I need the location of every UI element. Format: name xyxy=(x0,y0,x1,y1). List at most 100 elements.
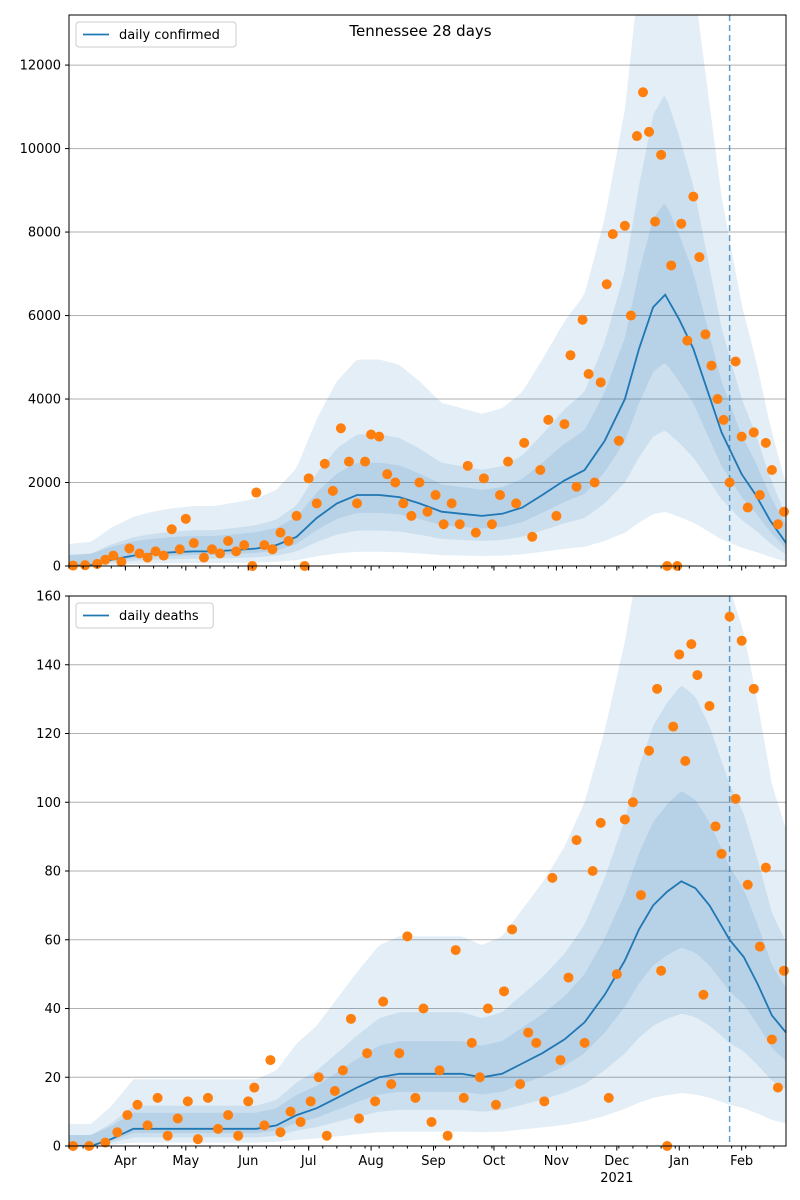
data-point xyxy=(172,1113,183,1124)
x-tick-label: Apr xyxy=(114,1154,137,1169)
data-point xyxy=(223,535,234,546)
data-point xyxy=(442,1130,453,1141)
data-point xyxy=(712,394,723,405)
data-point xyxy=(265,1055,276,1066)
data-point xyxy=(275,527,286,538)
data-point xyxy=(511,498,522,509)
uncertainty-band xyxy=(69,596,786,1146)
data-point xyxy=(589,477,600,488)
data-point xyxy=(152,1092,163,1103)
x-tick-label: Jan xyxy=(668,1154,689,1169)
data-point xyxy=(724,477,735,488)
data-point xyxy=(523,1027,534,1038)
data-point xyxy=(378,996,389,1007)
data-point xyxy=(142,552,153,563)
data-point xyxy=(337,1065,348,1076)
data-point xyxy=(192,1134,203,1145)
data-point xyxy=(676,218,687,229)
data-point xyxy=(313,1072,324,1083)
data-point xyxy=(754,941,765,952)
data-point xyxy=(766,464,777,475)
data-point xyxy=(507,924,518,935)
y-tick-label: 0 xyxy=(53,1140,61,1155)
data-point xyxy=(402,931,413,942)
uncertainty-bands xyxy=(69,596,786,1146)
y-tick-label: 160 xyxy=(36,590,61,605)
y-tick-label: 12000 xyxy=(20,59,61,74)
legend-box xyxy=(75,21,237,48)
data-point xyxy=(233,1130,244,1141)
data-point xyxy=(438,519,449,530)
series-line xyxy=(69,880,786,1146)
data-point xyxy=(182,1096,193,1107)
data-point xyxy=(736,431,747,442)
data-point xyxy=(625,310,636,321)
data-point xyxy=(611,969,622,980)
data-point xyxy=(283,535,294,546)
y-tick-label: 20 xyxy=(44,1071,61,1086)
x-tick-label: Dec xyxy=(604,1154,629,1169)
data-point xyxy=(134,548,145,559)
data-point xyxy=(446,498,457,509)
chart-title: Tennessee 28 days xyxy=(348,22,491,40)
data-point xyxy=(724,611,735,622)
data-point xyxy=(555,1055,566,1066)
data-point xyxy=(692,670,703,681)
data-point xyxy=(100,1137,111,1148)
data-point xyxy=(188,538,199,549)
data-point xyxy=(422,506,433,517)
data-point xyxy=(390,477,401,488)
x-tick-label: Oct xyxy=(483,1154,505,1169)
x-year-label: 2021 xyxy=(600,1171,633,1186)
data-point xyxy=(603,1092,614,1103)
data-point xyxy=(354,1113,365,1124)
data-point xyxy=(742,502,753,513)
data-point xyxy=(772,519,783,530)
data-point xyxy=(174,544,185,555)
observed-points xyxy=(68,611,789,1151)
uncertainty-band xyxy=(69,203,786,566)
data-point xyxy=(466,1037,477,1048)
data-point xyxy=(730,793,741,804)
data-point xyxy=(760,862,771,873)
data-point xyxy=(319,458,330,469)
data-point xyxy=(766,1034,777,1045)
data-point xyxy=(674,649,685,660)
data-point xyxy=(150,546,161,557)
data-point xyxy=(202,1092,213,1103)
data-point xyxy=(601,279,612,290)
uncertainty-bands xyxy=(69,15,786,566)
x-tick-label: Feb xyxy=(730,1154,753,1169)
y-tick-label: 40 xyxy=(44,1002,61,1017)
data-point xyxy=(499,986,510,997)
data-point xyxy=(162,1130,173,1141)
y-tick-label: 6000 xyxy=(28,309,61,324)
legend: daily confirmed xyxy=(75,21,237,48)
data-point xyxy=(571,835,582,846)
data-point xyxy=(490,1099,501,1110)
uncertainty-band xyxy=(69,15,786,566)
data-point xyxy=(486,519,497,530)
data-point xyxy=(206,544,217,555)
deaths-chart: 0 20 40 60 80 100 120 140 160 Apr May Jun Jul Aug Sep O… xyxy=(36,590,789,1186)
data-point xyxy=(736,635,747,646)
data-point xyxy=(470,527,481,538)
x-tick-label: Aug xyxy=(358,1154,383,1169)
data-point xyxy=(343,456,354,467)
data-point xyxy=(543,414,554,425)
data-point xyxy=(716,848,727,859)
data-point xyxy=(495,490,506,501)
data-point xyxy=(295,1116,306,1127)
y-tick-label: 120 xyxy=(36,727,61,742)
y-tick-label: 80 xyxy=(44,865,61,880)
data-point xyxy=(668,721,679,732)
data-point xyxy=(249,1082,260,1093)
data-point xyxy=(166,524,177,535)
data-point xyxy=(291,510,302,521)
data-point xyxy=(704,701,715,711)
y-tick-label: 2000 xyxy=(28,476,61,491)
data-point xyxy=(778,965,789,976)
data-point xyxy=(406,510,417,521)
data-point xyxy=(275,1127,286,1138)
data-point xyxy=(267,544,278,555)
